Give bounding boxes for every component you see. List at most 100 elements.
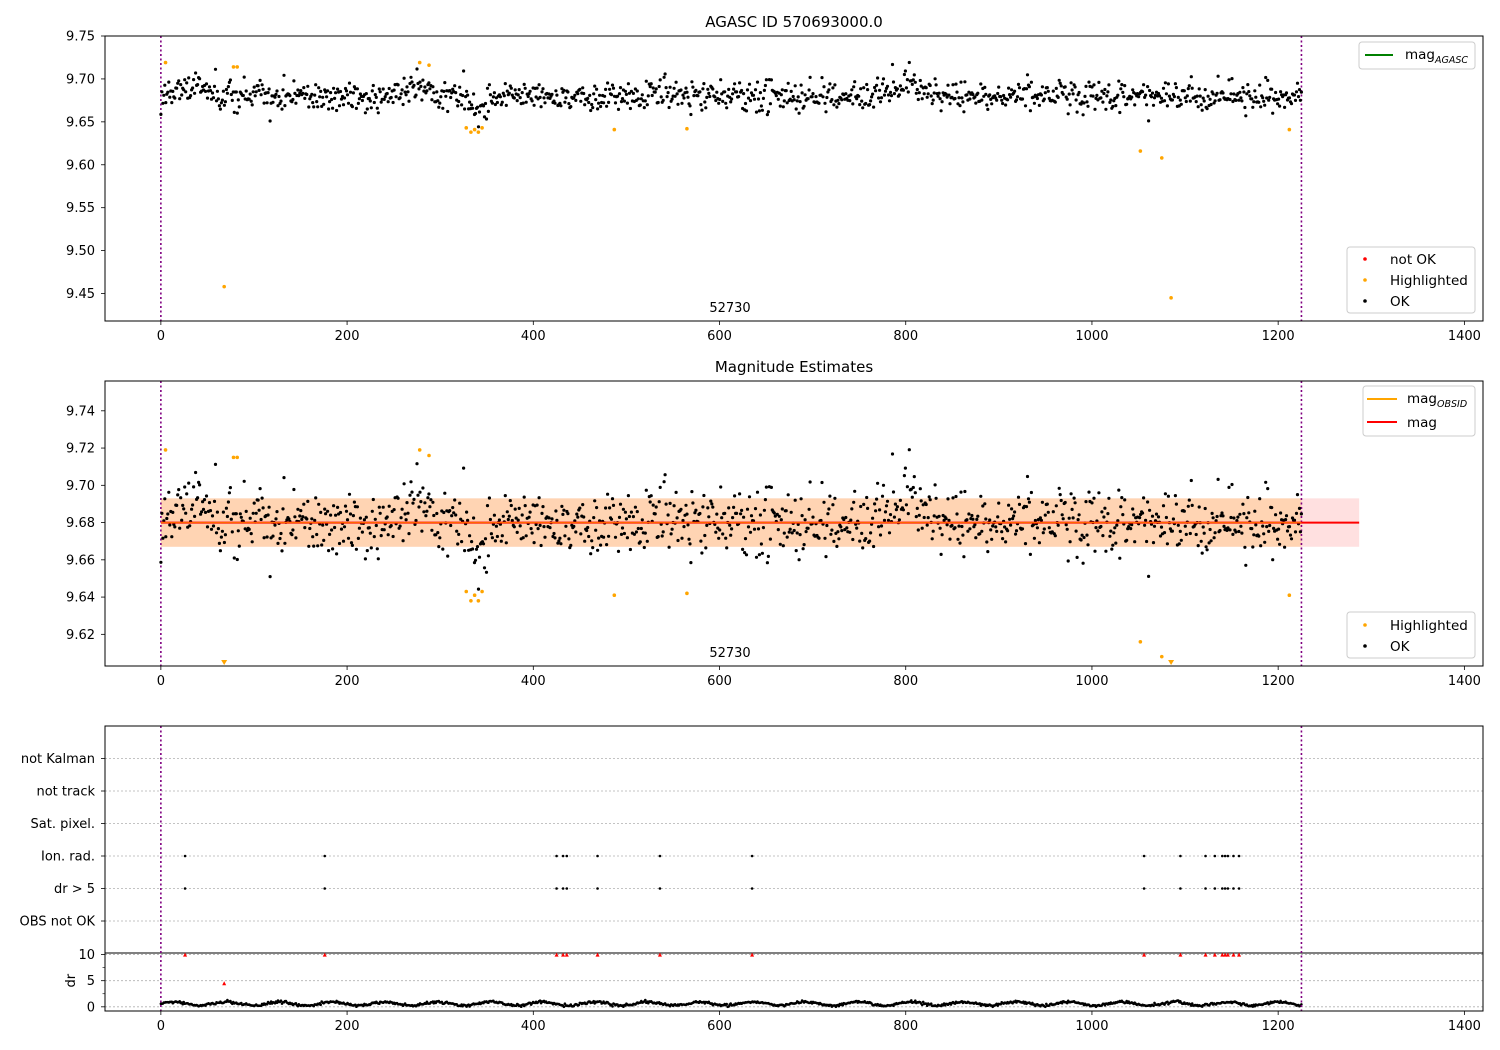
ok-point — [639, 526, 643, 531]
ok-point — [1127, 525, 1131, 529]
ok-point — [828, 494, 832, 498]
ok-point — [833, 496, 837, 500]
ok-point — [539, 105, 543, 109]
ok-point — [438, 536, 442, 540]
ok-point — [918, 487, 922, 491]
ok-point — [686, 523, 690, 527]
ok-point — [1125, 538, 1129, 542]
ok-point — [762, 508, 767, 512]
ok-point — [680, 101, 684, 105]
ok-point — [415, 67, 419, 71]
ok-point — [1001, 537, 1005, 541]
ok-point — [429, 498, 433, 502]
ok-point — [451, 506, 455, 510]
ok-point — [676, 538, 680, 543]
ok-point — [862, 502, 866, 506]
ok-point — [450, 514, 454, 518]
ok-point — [301, 91, 305, 95]
ok-point — [707, 91, 711, 95]
ok-point — [629, 510, 634, 514]
ok-point — [1106, 511, 1110, 516]
ok-point — [342, 96, 347, 100]
ok-point — [578, 506, 582, 510]
ok-point — [472, 516, 476, 520]
ok-point — [688, 104, 692, 108]
ok-point — [521, 101, 525, 105]
ok-point — [307, 544, 311, 548]
ok-point — [912, 73, 916, 77]
ok-point — [507, 91, 511, 95]
ok-point — [314, 83, 318, 87]
flag-point — [565, 887, 569, 890]
ok-point — [530, 531, 534, 535]
ok-point — [860, 531, 864, 536]
ok-point — [405, 85, 409, 89]
ok-point — [437, 105, 441, 109]
ok-point — [901, 508, 906, 512]
ok-point — [1003, 525, 1007, 529]
ok-point — [1016, 495, 1021, 499]
ok-point — [274, 92, 278, 96]
ok-point — [402, 76, 406, 80]
ok-point — [1132, 513, 1136, 517]
ok-point — [720, 516, 724, 520]
ok-point — [488, 93, 492, 97]
ok-point — [1289, 102, 1294, 106]
ok-point — [611, 86, 616, 90]
flag-point — [750, 854, 754, 858]
ok-point — [1198, 94, 1202, 98]
ok-point — [1004, 103, 1008, 107]
ok-point — [1006, 98, 1010, 102]
ok-point — [218, 107, 222, 111]
ok-point — [562, 508, 566, 512]
ok-point — [757, 553, 762, 557]
ok-point — [354, 547, 358, 551]
ok-point — [1298, 530, 1302, 534]
ok-point — [1156, 91, 1161, 96]
ok-point — [1059, 84, 1063, 88]
ok-point — [631, 91, 636, 95]
ok-point — [503, 494, 507, 498]
ok-point — [242, 479, 246, 483]
ok-point — [670, 97, 674, 101]
ok-point — [579, 99, 583, 103]
ok-point — [414, 93, 418, 97]
ok-point — [1101, 534, 1105, 538]
ok-point — [1004, 540, 1008, 544]
ok-point — [1070, 88, 1074, 92]
ok-point — [282, 476, 286, 480]
ok-point — [170, 101, 174, 105]
ok-point — [940, 533, 944, 537]
y-tick-label: 9.72 — [66, 442, 95, 457]
ok-point — [781, 105, 785, 109]
ok-point — [887, 99, 892, 103]
ok-point — [792, 98, 796, 102]
ok-point — [682, 525, 686, 529]
ok-point — [368, 99, 372, 103]
ok-point — [462, 69, 466, 73]
ok-point — [753, 507, 758, 511]
ok-point — [354, 106, 358, 110]
ok-point — [360, 98, 364, 103]
ok-point — [329, 91, 333, 95]
ok-point — [215, 510, 219, 514]
ok-point — [877, 96, 881, 100]
ok-point — [723, 90, 727, 94]
ok-point — [731, 516, 735, 520]
ok-point — [196, 496, 200, 500]
flag-point — [1237, 887, 1241, 890]
ok-point — [1278, 104, 1282, 108]
ok-point — [1130, 95, 1134, 99]
ok-point — [210, 91, 215, 95]
ok-point — [589, 552, 593, 556]
ok-point — [319, 89, 323, 93]
ok-point — [759, 542, 764, 546]
ok-point — [707, 515, 711, 519]
ok-point — [277, 94, 281, 99]
ok-point — [806, 97, 810, 101]
ok-point — [633, 505, 638, 509]
ok-point — [947, 518, 951, 523]
highlighted-point — [469, 130, 473, 134]
ok-point — [515, 99, 519, 103]
ok-point — [892, 515, 897, 519]
